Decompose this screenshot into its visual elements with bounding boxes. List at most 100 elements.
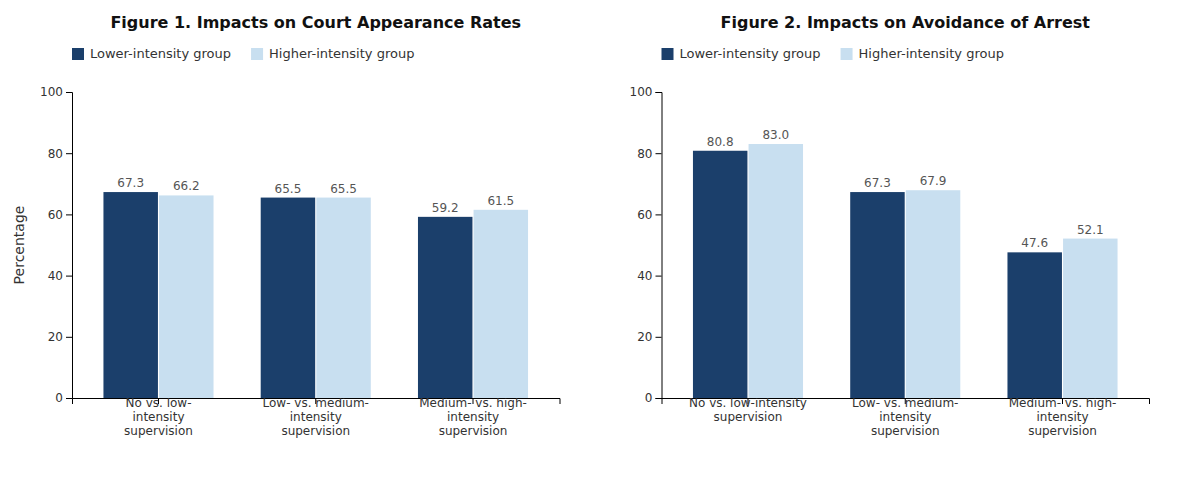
- legend: Lower-intensity groupHigher-intensity gr…: [662, 46, 1004, 61]
- y-tick-label: 80: [637, 147, 652, 161]
- data-label: 65.5: [330, 182, 357, 196]
- legend: Lower-intensity group Higher-intensity gr…: [72, 46, 414, 61]
- x-tick-label-line: No vs. low-: [126, 396, 192, 410]
- y-tick: 60: [637, 208, 661, 222]
- x-tick: Medium- vs. high-intensitysupervision: [1009, 396, 1117, 438]
- bar: [749, 144, 803, 398]
- data-label: 65.5: [275, 182, 302, 196]
- x-tick-label-line: supervision: [1028, 424, 1097, 438]
- x-tick-label-line: intensity: [879, 410, 931, 424]
- legend-item: Higher-intensity group: [841, 46, 1004, 61]
- legend-label: Lower-intensity group: [90, 46, 231, 61]
- legend-item: Higher-intensity group: [251, 46, 414, 61]
- legend-swatch: [72, 48, 84, 60]
- x-tick-label: No vs. low-intensitysupervision: [124, 396, 193, 438]
- legend-label: Higher-intensity group: [269, 46, 414, 61]
- x-tick-label: No vs. low-intensitysupervision: [689, 396, 807, 424]
- x-tick: Low- vs. medium-intensitysupervision: [263, 396, 369, 438]
- x-tick-label-line: Low- vs. medium-: [852, 396, 958, 410]
- x-axis: No vs. low-intensitysupervision Low- vs. …: [662, 396, 1150, 438]
- bar: [474, 210, 528, 398]
- bar: [316, 198, 370, 398]
- bar: [418, 217, 472, 398]
- data-label: 83.0: [762, 128, 789, 142]
- data-labels: 67.365.559.266.265.561.5: [117, 176, 514, 215]
- y-tick: 40: [637, 269, 661, 283]
- y-tick-label: 0: [645, 391, 653, 405]
- x-tick-label-line: intensity: [290, 410, 342, 424]
- y-tick: 100: [40, 85, 72, 99]
- bar: [103, 192, 157, 398]
- y-tick: 0: [645, 391, 662, 405]
- y-tick: 80: [48, 147, 72, 161]
- y-tick: 80: [637, 147, 661, 161]
- bar-series: [159, 195, 528, 398]
- x-tick-label-line: Medium- vs. high-: [419, 396, 527, 410]
- y-tick-mark: [66, 92, 72, 93]
- y-tick: 40: [48, 269, 72, 283]
- y-axis: 0 20 40 60 80 100: [40, 85, 72, 405]
- y-tick: 60: [48, 208, 72, 222]
- y-tick-label: 60: [637, 208, 652, 222]
- y-tick-mark: [656, 337, 662, 338]
- data-labels: 80.867.347.683.067.952.1: [707, 128, 1104, 250]
- y-tick-label: 40: [637, 269, 652, 283]
- data-label: 52.1: [1077, 223, 1104, 237]
- y-tick-mark: [66, 153, 72, 154]
- x-tick-label-line: supervision: [714, 410, 783, 424]
- legend-swatch: [841, 48, 853, 60]
- y-tick-label: 0: [55, 391, 63, 405]
- x-axis: No vs. low-intensitysupervisionLow- vs. …: [73, 396, 561, 438]
- chart-title: Figure 2. Impacts on Avoidance of Arrest: [721, 13, 1091, 32]
- chart-title: Figure 1. Impacts on Court Appearance Ra…: [110, 13, 521, 32]
- y-tick-mark: [66, 276, 72, 277]
- bars: [693, 144, 1118, 398]
- x-tick-label-line: Medium- vs. high-: [1009, 396, 1117, 410]
- x-tick-label-line: supervision: [871, 424, 940, 438]
- x-tick: No vs. low-intensitysupervision: [124, 396, 193, 438]
- y-tick: 20: [637, 330, 661, 344]
- y-tick-label: 20: [48, 330, 63, 344]
- y-tick-mark: [656, 153, 662, 154]
- y-axis-line: [656, 93, 663, 399]
- x-tick-label: Medium- vs. high-intensitysupervision: [1009, 396, 1117, 438]
- y-tick-mark: [66, 214, 72, 215]
- chart-panel: 020406080100No vs. low-intensitysupervis…: [11, 13, 560, 438]
- x-tick-label-line: intensity: [132, 410, 184, 424]
- bar-series: [103, 192, 472, 398]
- y-tick-mark: [66, 337, 72, 338]
- plot-area: 020406080100No vs. low-intensitysupervis…: [630, 13, 1150, 438]
- bar-series: [693, 151, 1062, 398]
- x-tick: No vs. low-intensitysupervision: [689, 396, 807, 424]
- y-tick: 20: [48, 330, 72, 344]
- legend-swatch: [662, 48, 674, 60]
- x-tick: Medium- vs. high-intensitysupervision: [419, 396, 527, 438]
- bar-series: [749, 144, 1118, 398]
- bar: [1007, 252, 1061, 398]
- x-tick-label: Low- vs. medium-intensitysupervision: [263, 396, 369, 438]
- y-tick: 0: [55, 391, 72, 405]
- y-tick-label: 100: [40, 85, 63, 99]
- data-label: 47.6: [1021, 236, 1048, 250]
- data-label: 80.8: [707, 135, 734, 149]
- y-tick-mark: [656, 214, 662, 215]
- x-tick-label: Low- vs. medium-intensitysupervision: [852, 396, 958, 438]
- x-tick-label-line: Low- vs. medium-: [263, 396, 369, 410]
- x-tick-label-line: supervision: [124, 424, 193, 438]
- data-label: 66.2: [173, 179, 200, 193]
- y-tick-mark: [656, 276, 662, 277]
- bars: [103, 192, 528, 398]
- x-tick-label-line: intensity: [1036, 410, 1088, 424]
- bar: [850, 192, 904, 398]
- bar: [159, 195, 213, 398]
- y-axis-line: [66, 93, 73, 399]
- y-tick-label: 60: [48, 208, 63, 222]
- data-label: 61.5: [487, 194, 514, 208]
- y-axis-title: Percentage: [11, 206, 27, 285]
- y-tick-label: 20: [637, 330, 652, 344]
- y-axis: 020406080100: [630, 85, 662, 405]
- legend-item: Lower-intensity group: [72, 46, 231, 61]
- chart-canvas: 020406080100No vs. low-intensitysupervis…: [0, 0, 1179, 480]
- legend-swatch: [251, 48, 263, 60]
- bar: [906, 190, 960, 398]
